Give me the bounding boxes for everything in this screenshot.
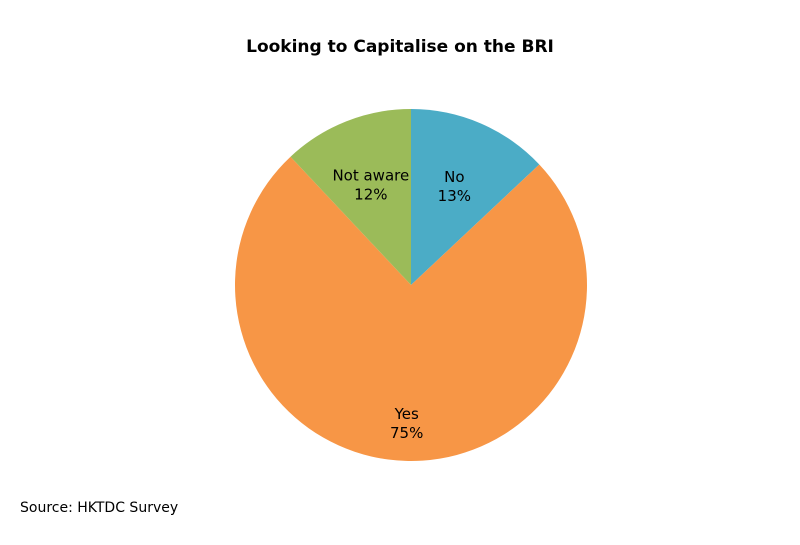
pie-slice-no (411, 109, 540, 285)
slice-label-no: No (444, 168, 464, 186)
pie-slices (235, 109, 587, 461)
source-note: Source: HKTDC Survey (20, 500, 179, 516)
slice-label-yes: Yes (394, 405, 419, 423)
pie-slice-yes (235, 156, 587, 461)
chart-title: Looking to Capitalise on the BRI (246, 37, 554, 57)
slice-value-not-aware: 12% (354, 186, 387, 204)
slice-value-yes: 75% (390, 424, 423, 442)
pie-slice-not-aware (290, 109, 411, 285)
slice-value-no: 13% (438, 187, 471, 205)
slice-label-not-aware: Not aware (332, 167, 409, 185)
